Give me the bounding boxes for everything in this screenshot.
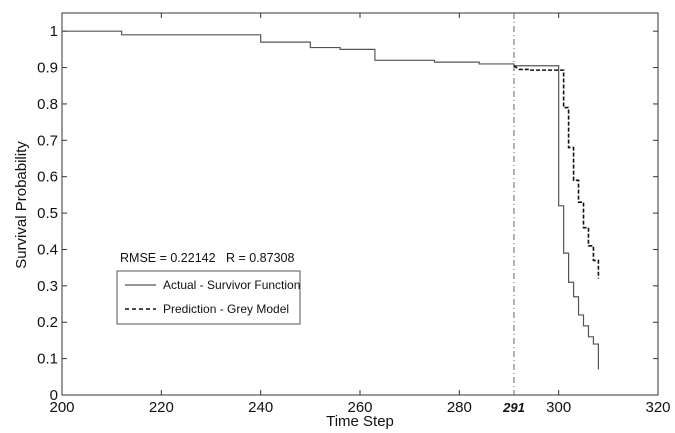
x-tick-label: 260 (347, 399, 372, 416)
x-tick-label: 200 (49, 399, 74, 416)
legend-label-prediction: Prediction - Grey Model (163, 302, 289, 316)
x-tick-label: 220 (149, 399, 174, 416)
series-line-prediction (513, 65, 600, 279)
x-axis-label: Time Step (326, 413, 394, 430)
series-layer (62, 30, 600, 370)
y-tick-label: 0.5 (37, 205, 58, 222)
x-tick-label: 300 (546, 399, 571, 416)
y-tick-label: 0.8 (37, 96, 58, 113)
x-tick-label: 320 (645, 399, 670, 416)
y-tick-label: 1 (50, 23, 58, 40)
x-tick-label: 280 (447, 399, 472, 416)
reference-line-label: 291 (502, 400, 525, 415)
axis-ticks: 200 220 240 260 280 300 320 0 0.1 0.2 0.3 0.4 0.5 0.6… (37, 13, 671, 416)
series-line-actual (62, 30, 599, 370)
legend-label-actual: Actual - Survivor Function (163, 278, 300, 292)
y-tick-label: 0.2 (37, 314, 58, 331)
plot-area-frame (61, 12, 659, 396)
y-tick-label: 0.1 (37, 351, 58, 368)
y-tick-label: 0.6 (37, 169, 58, 186)
y-tick-label: 0.9 (37, 60, 58, 77)
stats-annotation: RMSE = 0.22142 R = 0.87308 (120, 251, 294, 265)
legend-box (116, 270, 301, 325)
y-axis-label: Survival Probability (13, 141, 30, 269)
y-tick-label: 0.4 (37, 241, 58, 258)
y-tick-label: 0.7 (37, 132, 58, 149)
x-tick-label: 240 (248, 399, 273, 416)
y-tick-label: 0.3 (37, 278, 58, 295)
y-tick-label: 0 (50, 387, 58, 404)
legend: Actual - Survivor Function Prediction - … (116, 270, 301, 325)
reference-line-layer: 291 (502, 13, 525, 415)
